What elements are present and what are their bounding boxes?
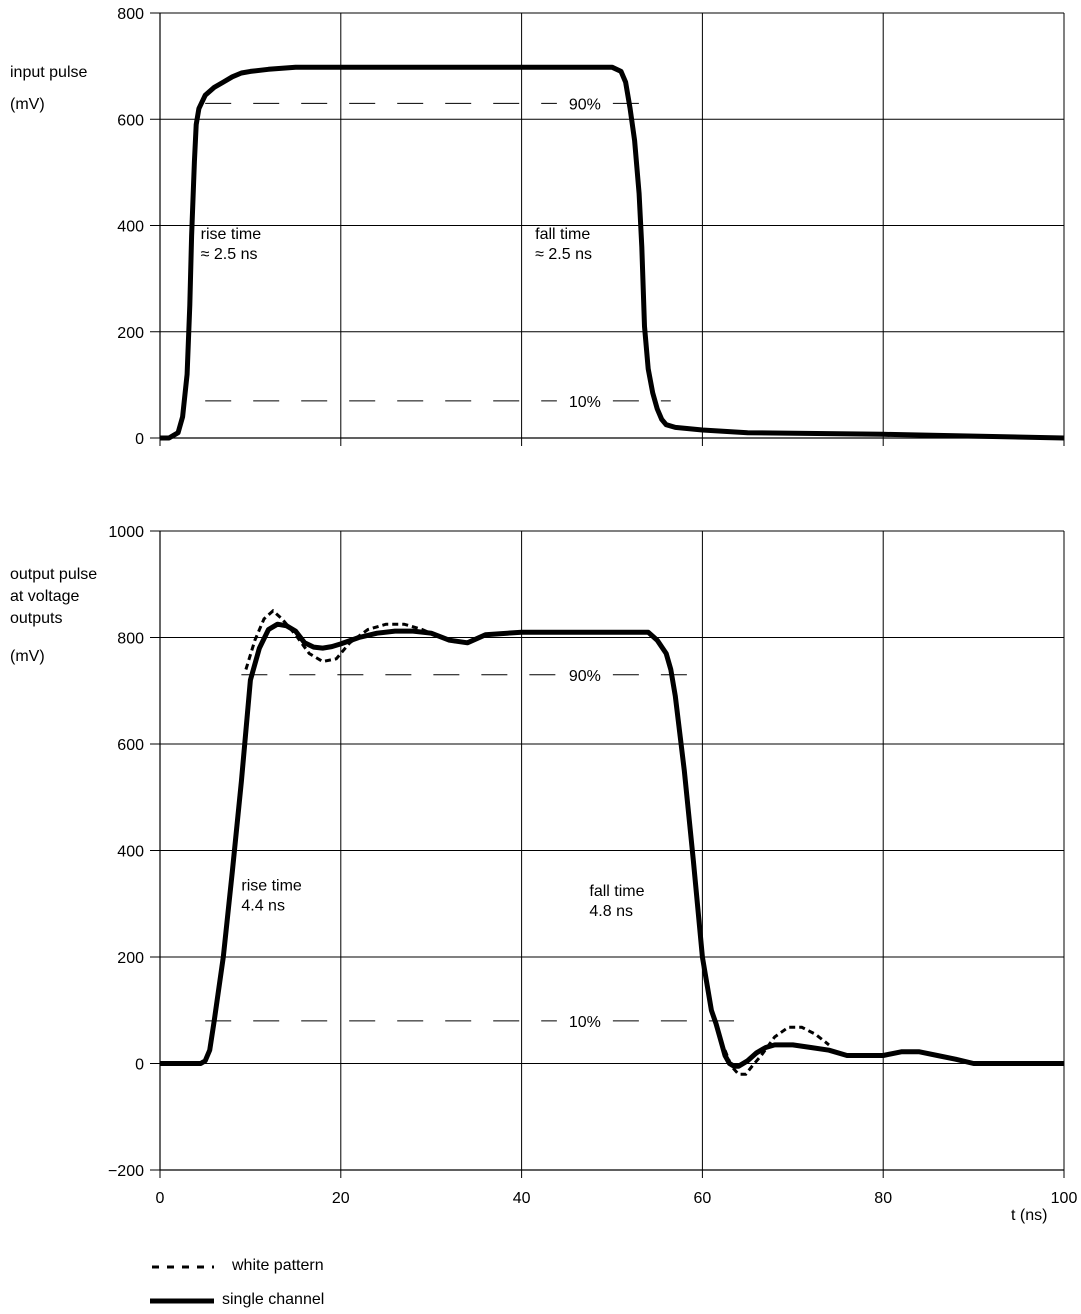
bottom-annotation-text: 4.8 ns — [589, 903, 633, 920]
bottom-ylabel-line-4: (mV) — [10, 648, 45, 665]
bottom-y-tick-label: 800 — [117, 631, 144, 648]
top-annotation-text: ≈ 2.5 ns — [535, 246, 592, 263]
bottom-series-white-pattern — [244, 608, 459, 670]
legend-white-pattern-label: white pattern — [232, 1257, 324, 1274]
bottom-y-tick-label: 200 — [117, 950, 144, 967]
bottom-x-tick-label: 80 — [874, 1190, 892, 1207]
top-y-tick-label: 400 — [117, 219, 144, 236]
bottom-annotation-text: rise time — [241, 877, 302, 894]
x-axis-label: t (ns) — [1011, 1207, 1048, 1224]
bottom-x-tick-label: 100 — [1051, 1190, 1078, 1207]
top-y-tick-label: 0 — [135, 431, 144, 448]
bottom-x-tick-label: 0 — [156, 1190, 165, 1207]
bottom-y-tick-label: 1000 — [108, 524, 144, 541]
top-ylabel-line-2: (mV) — [10, 96, 45, 113]
top-annotation-text: ≈ 2.5 ns — [201, 246, 258, 263]
top-series-single-channel — [160, 64, 1065, 441]
bottom-y-tick-label: 400 — [117, 844, 144, 861]
top-y-tick-label: 200 — [117, 325, 144, 342]
top-y-tick-label: 600 — [117, 112, 144, 129]
top-ref-label: 10% — [569, 394, 601, 411]
bottom-ylabel-line-1: output pulse — [10, 566, 98, 583]
top-ylabel-line-1: input pulse — [10, 64, 88, 81]
bottom-y-tick-label: −200 — [108, 1163, 144, 1180]
top-annotation-text: rise time — [201, 226, 262, 243]
bottom-series-white-pattern — [723, 1025, 830, 1076]
bottom-annotation-text: fall time — [589, 883, 644, 900]
bottom-x-tick-label: 40 — [513, 1190, 531, 1207]
bottom-y-tick-label: 600 — [117, 737, 144, 754]
bottom-ylabel-line-2: at voltage — [10, 588, 80, 605]
bottom-ref-label: 90% — [569, 668, 601, 685]
legend-single-channel-label: single channel — [222, 1291, 325, 1308]
bottom-series-single-channel — [160, 621, 1064, 1069]
bottom-x-tick-label: 20 — [332, 1190, 350, 1207]
bottom-ylabel-line-3: outputs — [10, 610, 63, 627]
top-y-tick-label: 800 — [117, 6, 144, 23]
top-ref-label: 90% — [569, 96, 601, 113]
bottom-x-tick-label: 60 — [694, 1190, 712, 1207]
bottom-annotation-text: 4.4 ns — [241, 897, 285, 914]
bottom-ref-label: 10% — [569, 1014, 601, 1031]
top-annotation-text: fall time — [535, 226, 590, 243]
bottom-y-tick-label: 0 — [135, 1057, 144, 1074]
